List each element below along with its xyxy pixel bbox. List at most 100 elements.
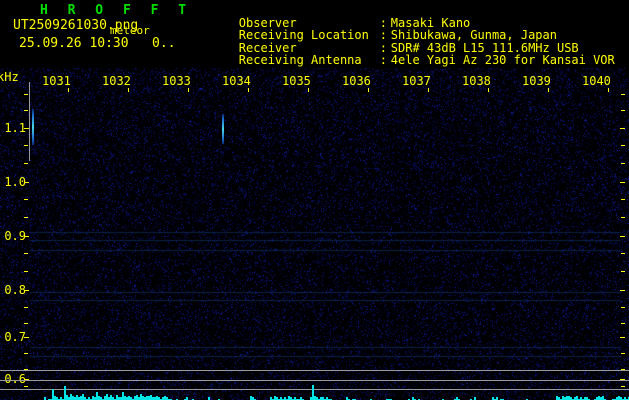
signal-bar (320, 397, 322, 400)
signal-bar (326, 397, 328, 400)
header-panel: H R O F F T UT2509261030.png meteor 25.0… (0, 0, 629, 68)
signal-bar (580, 397, 582, 400)
signal-bar (118, 397, 120, 400)
y-axis-minor-tick (24, 199, 28, 200)
metadata-colon: : (379, 52, 388, 67)
signal-bar (68, 397, 70, 400)
signal-bar (294, 397, 296, 400)
signal-bar (586, 397, 588, 400)
signal-bar (558, 397, 560, 400)
signal-bar (152, 397, 154, 400)
signal-bar (150, 395, 152, 400)
signal-bar (144, 397, 146, 400)
x-axis-tick-label: 1032 (102, 74, 131, 88)
y-axis-minor-tick-right (621, 145, 625, 146)
metadata-value: 4ele Yagi Az 230 for Kansai VOR (390, 52, 615, 67)
signal-bar (274, 396, 276, 400)
app-title: H R O F F T (40, 3, 193, 18)
x-axis-tick-label: 1038 (462, 74, 491, 88)
horizontal-gridline (0, 380, 629, 381)
signal-bar (162, 397, 164, 400)
filename-label: UT2509261030.png (13, 18, 139, 33)
signal-bar (72, 396, 74, 400)
signal-bar (288, 396, 290, 400)
mode-label: meteor (110, 24, 150, 37)
signal-bar (52, 389, 54, 400)
signal-bar (616, 397, 618, 400)
signal-bar (164, 396, 166, 400)
signal-bar (412, 397, 414, 400)
signal-bar (570, 397, 572, 400)
signal-bar (156, 396, 158, 400)
datetime-label: 25.09.26 10:30 0.. (19, 36, 176, 51)
signal-bar (250, 396, 252, 400)
y-axis-tick-right (620, 290, 625, 291)
y-axis-tick (24, 337, 29, 338)
signal-bar (564, 397, 566, 400)
signal-bar (556, 396, 558, 400)
signal-bar (300, 397, 302, 400)
signal-bar (290, 397, 292, 400)
signal-bar (56, 397, 58, 400)
signal-bar (94, 397, 96, 400)
y-axis-minor-tick (24, 353, 28, 354)
metadata-table: Observer: Masaki Kano Receiving Location:… (181, 5, 615, 66)
y-axis-unit-label: kHz (0, 70, 19, 84)
signal-bar (276, 397, 278, 400)
x-axis-tick (68, 88, 69, 92)
signal-bar (574, 397, 576, 400)
y-axis-minor-tick-right (621, 353, 625, 354)
signal-bar (112, 397, 114, 400)
metadata-value: Shibukawa, Gunma, Japan (390, 28, 557, 43)
signal-bar (252, 397, 254, 400)
y-axis-minor-tick (24, 307, 28, 308)
horizontal-gridline (0, 370, 629, 371)
x-axis-tick (248, 88, 249, 92)
signal-bar (110, 395, 112, 400)
y-axis-tick-label: 0.8 (4, 283, 26, 297)
signal-bar (280, 397, 282, 400)
y-axis-minor-tick (24, 94, 28, 95)
y-axis-tick-label: 1.0 (4, 175, 26, 189)
metadata-key: Observer (238, 16, 297, 31)
x-axis-tick-label: 1033 (162, 74, 191, 88)
y-axis-minor-tick (24, 323, 28, 324)
signal-bar (314, 396, 316, 400)
signal-bar (596, 397, 598, 400)
signal-bar (54, 396, 56, 400)
y-axis-minor-tick-right (621, 199, 625, 200)
signal-bar (128, 396, 130, 400)
metadata-colon: : (379, 28, 388, 43)
signal-bar (84, 397, 86, 400)
signal-count-bar-strip (0, 383, 629, 400)
x-axis-tick (188, 88, 189, 92)
signal-bar (136, 395, 138, 400)
x-axis-tick-label: 1031 (42, 74, 71, 88)
signal-bar (104, 396, 106, 400)
y-axis-minor-tick (24, 110, 28, 111)
y-axis-tick-right (620, 182, 625, 183)
signal-bar (566, 396, 568, 400)
signal-bar (584, 397, 586, 400)
signal-bar (96, 392, 98, 400)
signal-bar (316, 397, 318, 400)
metadata-value: SDR# 43dB L15 111.6MHz USB (390, 40, 579, 55)
signal-bar (44, 397, 46, 400)
signal-bar (312, 385, 314, 400)
signal-bar (122, 392, 124, 400)
signal-bar (124, 396, 126, 400)
meteor-echo (222, 114, 224, 144)
y-axis-minor-tick-right (621, 307, 625, 308)
y-axis-tick-label: 0.6 (4, 372, 26, 386)
signal-bar (78, 397, 80, 400)
y-axis-tick-right (620, 337, 625, 338)
y-axis-minor-tick-right (621, 271, 625, 272)
meteor-echo (32, 109, 34, 145)
signal-bar (140, 394, 142, 400)
x-axis-tick-label: 1036 (342, 74, 371, 88)
signal-bar (270, 397, 272, 400)
y-axis-line (29, 82, 30, 161)
x-axis-tick-label: 1037 (402, 74, 431, 88)
y-axis-minor-tick-right (621, 386, 625, 387)
signal-bar (284, 397, 286, 400)
